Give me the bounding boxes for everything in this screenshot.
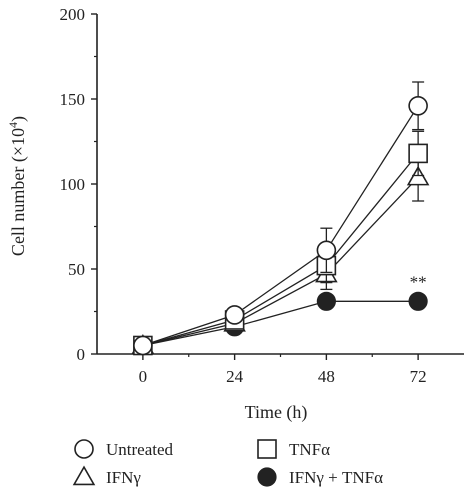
data-point bbox=[224, 305, 245, 325]
y-axis-title: Cell number (×104) bbox=[6, 116, 29, 256]
y-axis-title-superscript: 4 bbox=[6, 122, 20, 128]
data-point bbox=[408, 96, 428, 116]
data-point bbox=[408, 291, 428, 311]
x-axis-title: Time (h) bbox=[245, 402, 308, 423]
data-point bbox=[408, 143, 428, 164]
data-point bbox=[316, 240, 337, 261]
labels-layer: Time (h) Cell number (×104) bbox=[6, 116, 307, 423]
y-axis-title-main: Cell number (×10 bbox=[8, 128, 29, 256]
legend-label: IFNγ bbox=[106, 468, 141, 487]
series-line bbox=[142, 105, 419, 347]
legend-marker bbox=[74, 439, 94, 459]
y-tick-label: 100 bbox=[60, 175, 86, 194]
y-tick-label: 150 bbox=[60, 90, 86, 109]
data-point bbox=[133, 335, 153, 356]
series-line bbox=[142, 176, 419, 347]
legend-label: TNFα bbox=[289, 440, 330, 459]
series-line bbox=[142, 152, 419, 347]
data-point bbox=[316, 291, 336, 311]
legend: Untreated TNFα IFNγ IFNγ + TNFα bbox=[72, 439, 383, 487]
series-line bbox=[142, 300, 419, 347]
y-tick-label: 0 bbox=[77, 345, 86, 364]
legend-item: TNFα bbox=[257, 439, 330, 459]
series-3 bbox=[133, 291, 428, 356]
legend-item: IFNγ + TNFα bbox=[257, 467, 383, 487]
y-tick-label: 200 bbox=[60, 5, 86, 24]
series-layer: ** bbox=[131, 81, 430, 356]
legend-item: Untreated bbox=[74, 439, 174, 459]
series-1 bbox=[133, 130, 428, 356]
legend-marker bbox=[257, 439, 277, 459]
series-0 bbox=[133, 81, 428, 356]
x-tick-label: 24 bbox=[226, 367, 244, 386]
y-tick-label: 50 bbox=[68, 260, 85, 279]
legend-marker bbox=[72, 465, 96, 486]
legend-item: IFNγ bbox=[72, 465, 141, 487]
legend-label: IFNγ + TNFα bbox=[289, 468, 383, 487]
legend-marker bbox=[257, 467, 277, 487]
y-axis-title-close: ) bbox=[8, 116, 29, 122]
series-2 bbox=[131, 152, 430, 354]
x-tick-label: 72 bbox=[410, 367, 427, 386]
significance-annotation: ** bbox=[410, 272, 427, 291]
axes: 0 50 100 150 200 0 24 48 72 bbox=[60, 5, 464, 386]
x-tick-label: 48 bbox=[318, 367, 335, 386]
legend-label: Untreated bbox=[106, 440, 174, 459]
x-tick-label: 0 bbox=[139, 367, 148, 386]
